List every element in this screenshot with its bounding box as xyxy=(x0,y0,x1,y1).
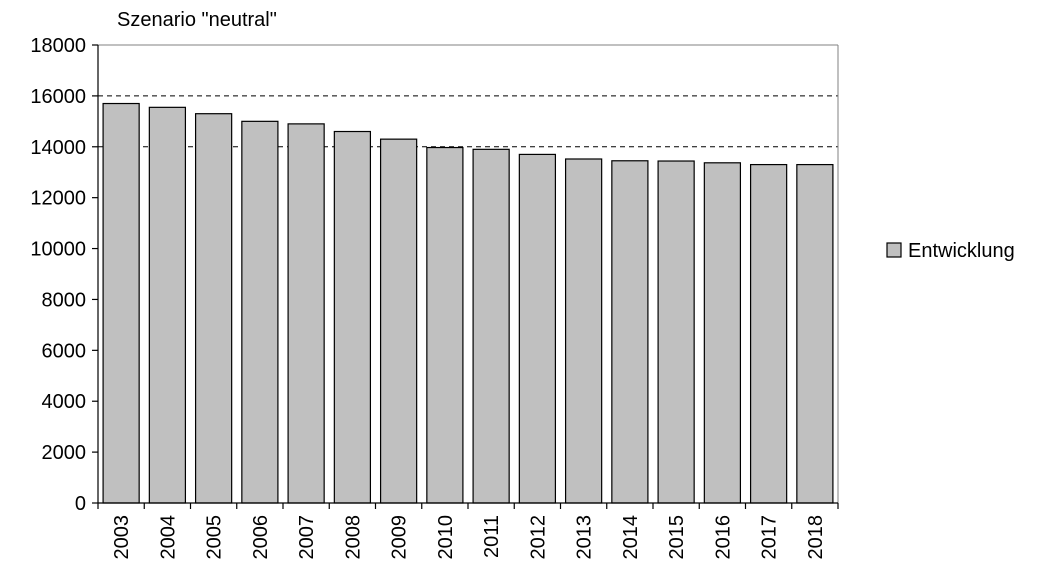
x-tick-label: 2011 xyxy=(481,515,503,558)
x-tick-label: 2010 xyxy=(435,515,457,560)
y-tick-label: 4000 xyxy=(42,391,87,413)
bar-2004 xyxy=(148,106,187,504)
bars xyxy=(102,102,834,504)
y-tick-labels: 0 2000 4000 6000 8000 10000 12000 14000 16000 180… xyxy=(30,35,86,515)
y-tick-label: 14000 xyxy=(30,137,86,159)
bar-2011 xyxy=(472,148,510,504)
bar-2015 xyxy=(657,160,695,504)
legend: Entwicklung xyxy=(886,240,1015,262)
y-tick-label: 18000 xyxy=(30,35,86,57)
y-tick-label: 16000 xyxy=(30,86,86,108)
gridlines xyxy=(98,95,838,148)
legend-swatch xyxy=(886,242,902,258)
bar-2008 xyxy=(333,130,372,504)
x-tick-label: 2015 xyxy=(666,515,688,560)
bar-2014 xyxy=(611,160,649,504)
bar-2005 xyxy=(194,113,233,504)
y-tick-label: 12000 xyxy=(30,188,86,210)
legend-label: Entwicklung xyxy=(908,240,1015,262)
bar-2009 xyxy=(379,138,418,504)
x-tick-label: 2009 xyxy=(389,515,411,560)
bar-2017 xyxy=(749,163,788,504)
x-tick-label: 2004 xyxy=(157,515,179,560)
y-tick-label: 2000 xyxy=(42,442,87,464)
y-tick-label: 0 xyxy=(75,493,86,515)
x-tick-label: 2003 xyxy=(111,515,133,560)
bar-2007 xyxy=(287,123,325,504)
x-tick-label: 2016 xyxy=(712,515,734,560)
y-tick-label: 6000 xyxy=(42,340,87,362)
bar-2012 xyxy=(518,153,557,504)
bar-2018 xyxy=(796,163,834,504)
x-tick-label: 2006 xyxy=(250,515,272,560)
y-tick-label: 10000 xyxy=(30,239,86,261)
x-tick-label: 2013 xyxy=(574,515,596,560)
axes xyxy=(92,44,839,509)
x-tick-label: 2017 xyxy=(759,515,781,560)
x-tick-label: 2018 xyxy=(805,515,827,560)
bar-2010 xyxy=(426,146,464,504)
chart-title: Szenario "neutral" xyxy=(117,9,277,31)
bar-2003 xyxy=(102,102,140,504)
x-tick-label: 2012 xyxy=(527,515,549,560)
x-tick-labels: 2003 2004 2005 2006 2007 2008 2009 2010 2011 2012… xyxy=(111,515,827,560)
bar-2006 xyxy=(241,120,279,504)
x-tick-label: 2007 xyxy=(296,515,318,560)
y-tick-label: 8000 xyxy=(42,289,87,311)
bar-2013 xyxy=(564,158,603,504)
x-tick-label: 2008 xyxy=(342,515,364,560)
x-tick-label: 2014 xyxy=(620,515,642,560)
x-tick-label: 2005 xyxy=(204,515,226,560)
bar-2016 xyxy=(703,162,742,504)
